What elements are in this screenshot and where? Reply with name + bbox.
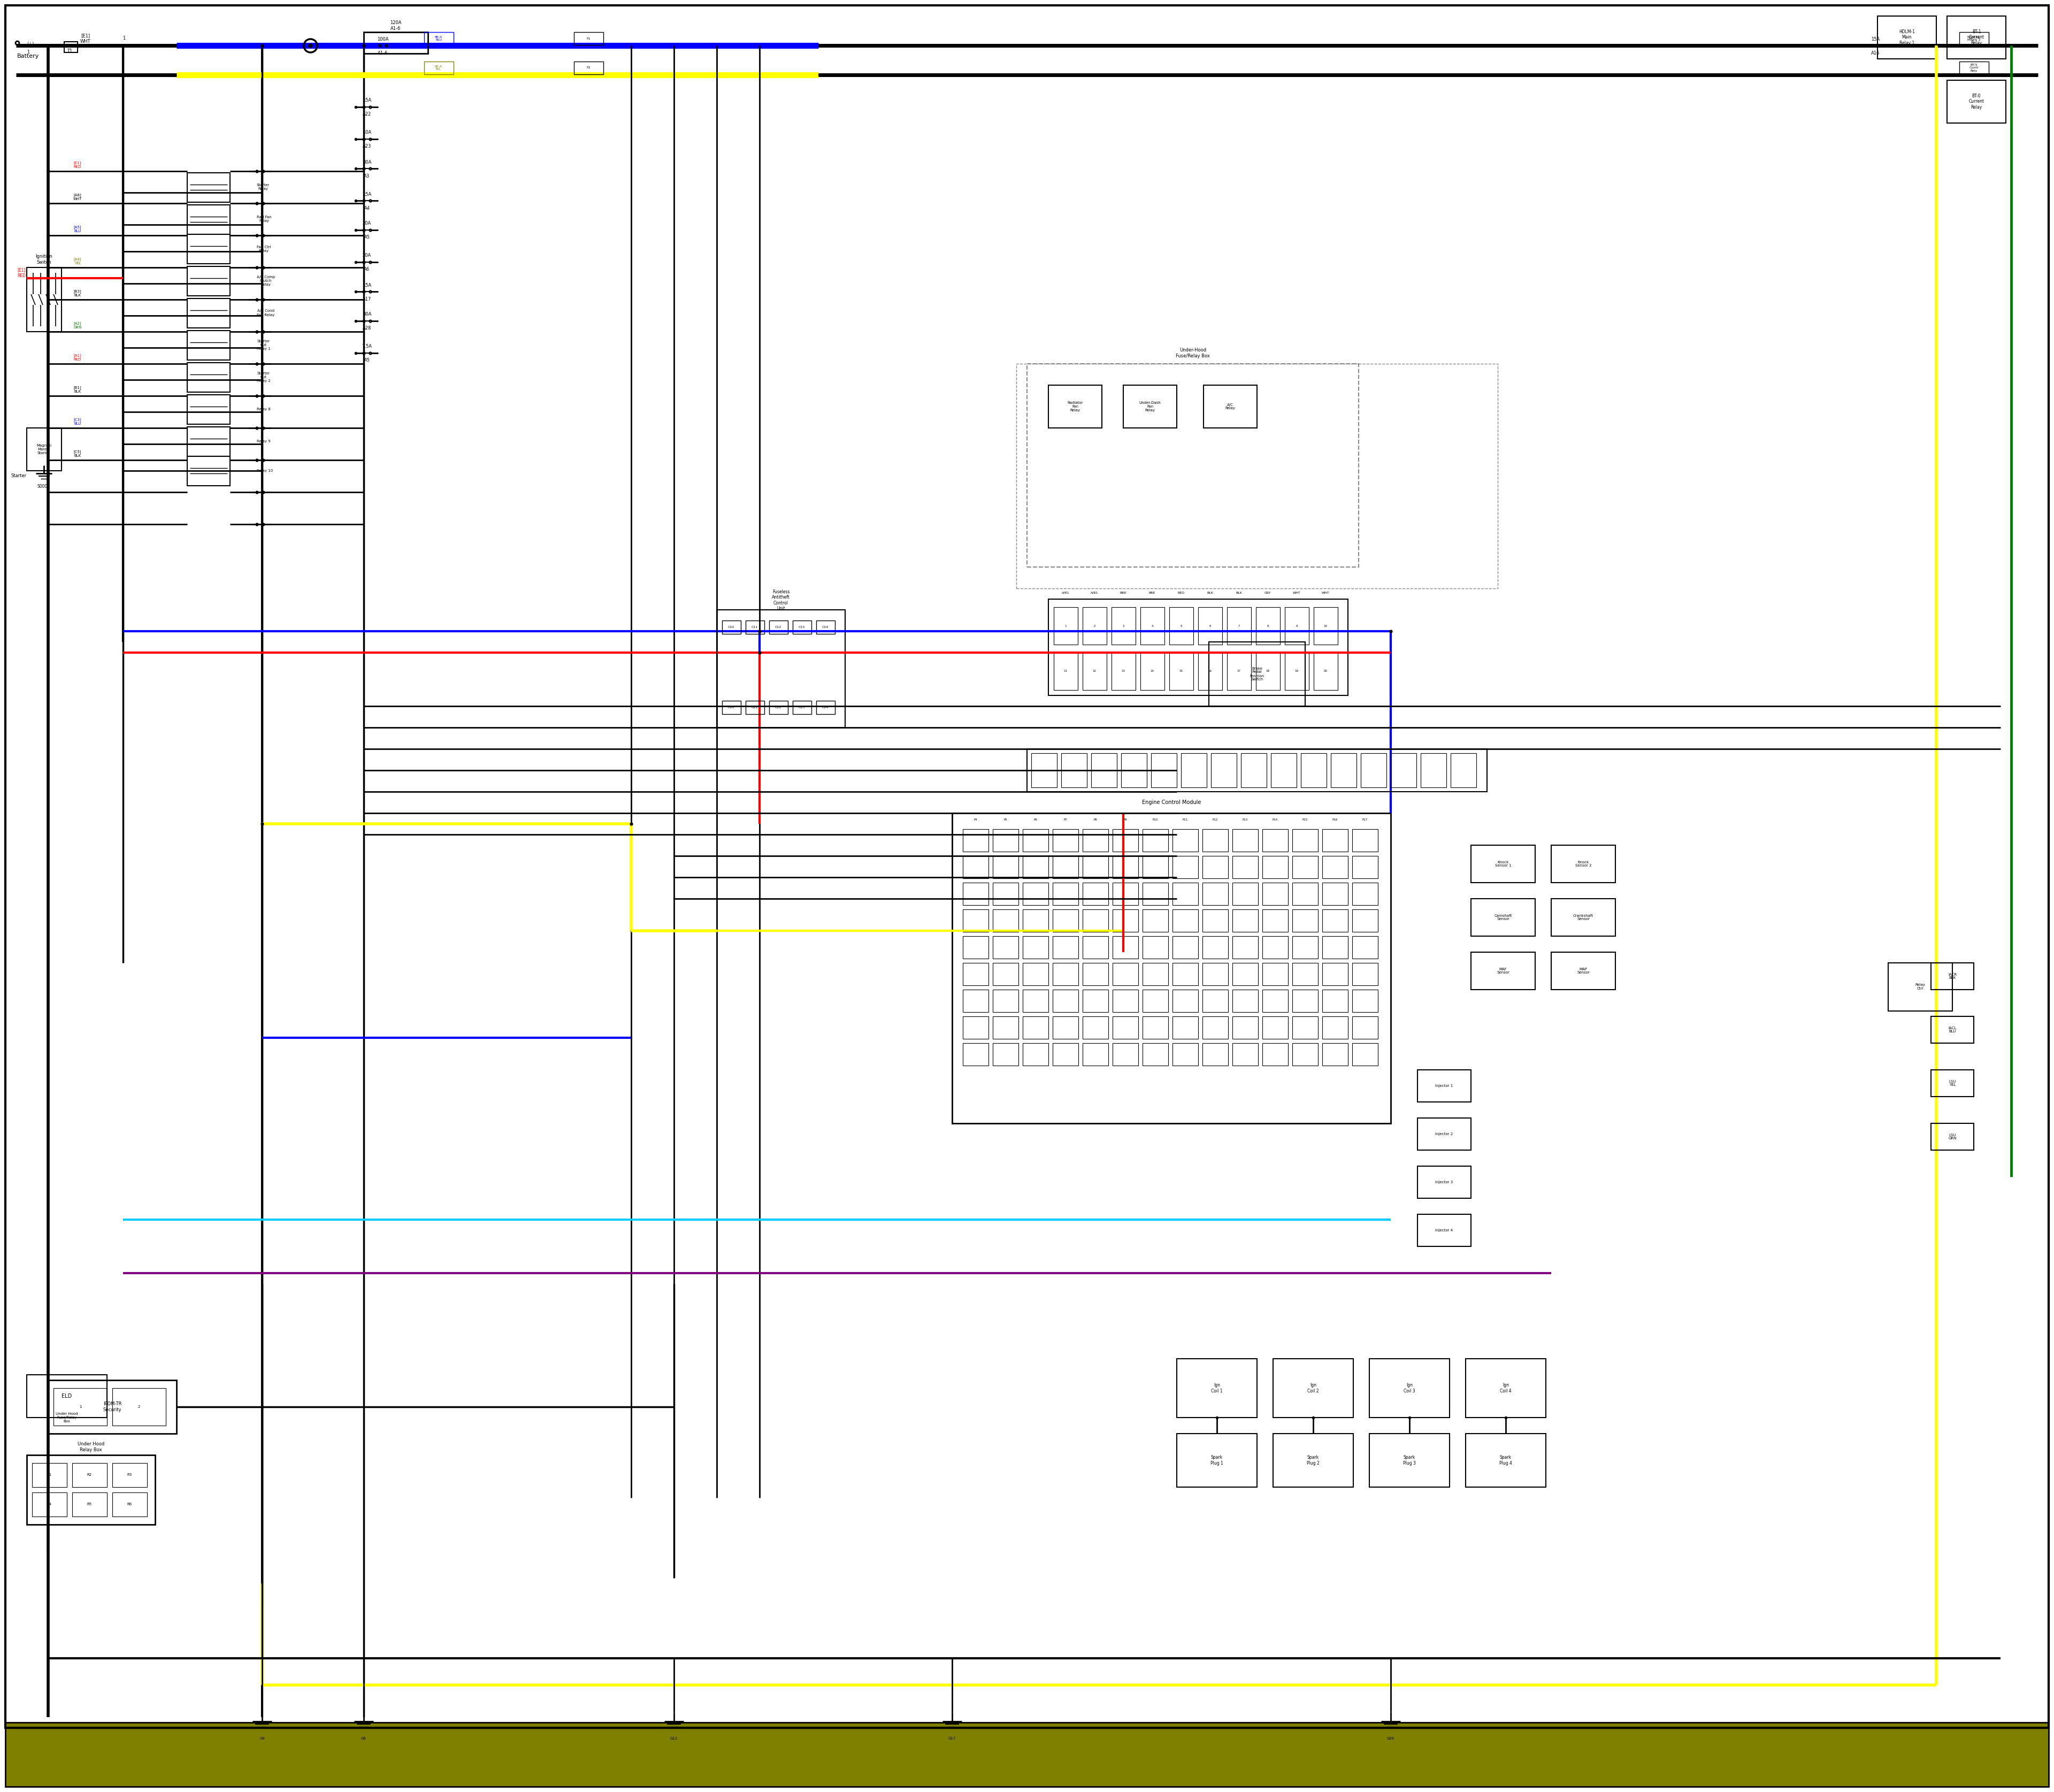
Bar [992, 1043, 1019, 1066]
Bar [1370, 1358, 1450, 1417]
Text: BRE: BRE [1119, 591, 1126, 593]
Bar [1023, 857, 1048, 878]
Text: A4: A4 [364, 206, 370, 210]
Text: BLK: BLK [1237, 591, 1243, 593]
Text: WHT: WHT [1321, 591, 1329, 593]
Bar [793, 620, 811, 634]
Text: P11: P11 [1183, 819, 1187, 821]
Text: HDLM-1
Main
Relay 1: HDLM-1 Main Relay 1 [1898, 29, 1914, 45]
Bar [1292, 989, 1319, 1012]
Bar [1202, 909, 1228, 932]
Text: G26: G26 [1386, 1736, 1395, 1740]
Bar [992, 989, 1019, 1012]
Bar [793, 701, 811, 715]
Text: Spark
Plug 4: Spark Plug 4 [1499, 1455, 1512, 1466]
Bar [1113, 962, 1138, 986]
Bar [1232, 909, 1257, 932]
Bar [1947, 16, 2007, 59]
Text: C23: C23 [799, 706, 805, 708]
Bar [1467, 1434, 1547, 1487]
Bar [1417, 1118, 1471, 1150]
Bar [1417, 1167, 1471, 1199]
Bar [187, 330, 230, 360]
Bar [1052, 883, 1078, 905]
Text: [E1]
RED: [E1] RED [16, 267, 25, 278]
Bar [992, 883, 1019, 905]
Bar [1052, 989, 1078, 1012]
Text: Crankshaft
Sensor: Crankshaft Sensor [1573, 914, 1594, 921]
Bar [1292, 935, 1319, 959]
Bar [1212, 753, 1237, 787]
Bar [187, 457, 230, 486]
Text: 11: 11 [1064, 670, 1068, 672]
Bar [1173, 883, 1197, 905]
Bar [1323, 935, 1347, 959]
Text: [E1]
WHT: [E1] WHT [80, 34, 90, 43]
Text: P7: P7 [1064, 819, 1068, 821]
Text: 1: 1 [27, 50, 29, 56]
Text: 30A: 30A [364, 312, 372, 317]
Text: Fuseless
Antitheft
Control
Unit: Fuseless Antitheft Control Unit [772, 590, 791, 611]
Bar [27, 1455, 156, 1525]
Text: Injector 4: Injector 4 [1436, 1229, 1452, 1231]
Bar [1352, 935, 1378, 959]
Text: Spark
Plug 1: Spark Plug 1 [1210, 1455, 1224, 1466]
Bar [1121, 753, 1146, 787]
Bar [992, 909, 1019, 932]
Bar [1140, 652, 1165, 690]
Bar [1052, 1016, 1078, 1039]
Bar [1551, 846, 1614, 883]
Bar [1352, 909, 1378, 932]
Bar [1142, 935, 1169, 959]
Bar [1352, 857, 1378, 878]
Text: Ign
Coil 2: Ign Coil 2 [1308, 1383, 1319, 1394]
Bar [1273, 1434, 1354, 1487]
Bar [1082, 857, 1109, 878]
Text: BRE: BRE [1148, 591, 1156, 593]
Text: (+): (+) [27, 41, 35, 47]
Text: IACR
BLK: IACR BLK [1947, 973, 1957, 980]
Text: 12: 12 [1093, 670, 1097, 672]
Bar [963, 830, 988, 851]
Bar [1315, 607, 1337, 645]
Bar [1292, 962, 1319, 986]
Bar [27, 267, 62, 332]
Text: 20: 20 [1323, 670, 1327, 672]
Bar [1142, 989, 1169, 1012]
Bar [1023, 989, 1048, 1012]
Bar [1054, 607, 1078, 645]
Text: F2: F2 [585, 66, 589, 70]
Text: BT-5
Curnt
Rely: BT-5 Curnt Rely [1970, 63, 1978, 72]
Bar [1292, 857, 1319, 878]
Bar [1113, 857, 1138, 878]
Bar [1471, 952, 1534, 989]
Text: [A8]
WHT: [A8] WHT [74, 194, 82, 201]
Bar [992, 962, 1019, 986]
Text: R4: R4 [47, 1503, 51, 1505]
Text: 14: 14 [1150, 670, 1154, 672]
Bar [72, 1462, 107, 1487]
Bar [1082, 935, 1109, 959]
Text: A22: A22 [364, 113, 372, 116]
Text: C20: C20 [727, 706, 735, 708]
Bar [1232, 830, 1257, 851]
Bar [1323, 989, 1347, 1012]
Text: G4: G4 [259, 1736, 265, 1740]
Bar [1370, 1434, 1450, 1487]
Text: NAM-11
MRely 2: NAM-11 MRely 2 [1968, 36, 1980, 41]
Bar [573, 61, 604, 73]
Text: 17: 17 [1237, 670, 1241, 672]
Bar [1232, 1016, 1257, 1039]
Bar [1263, 935, 1288, 959]
Text: 19: 19 [1294, 670, 1298, 672]
Bar [1210, 642, 1304, 706]
Text: Camshaft
Sensor: Camshaft Sensor [1493, 914, 1512, 921]
Bar [1142, 830, 1169, 851]
Bar [1323, 830, 1347, 851]
Text: C12: C12 [774, 625, 783, 629]
Bar [1031, 753, 1058, 787]
Bar [963, 857, 988, 878]
Bar [1292, 909, 1319, 932]
Text: P8: P8 [1093, 819, 1097, 821]
Bar [992, 935, 1019, 959]
